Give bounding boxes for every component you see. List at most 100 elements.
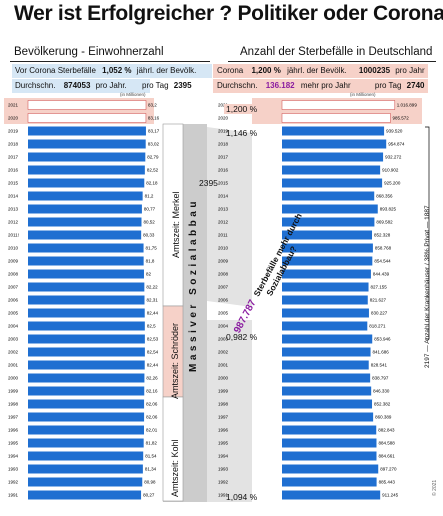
left-value-label: 82,22 [146, 285, 158, 290]
left-value-label: 82,5 [147, 324, 156, 329]
side-bracket [425, 126, 430, 340]
left-bar [28, 191, 143, 201]
right-row2-mid: mehr pro Jahr [300, 81, 351, 90]
left-bar [28, 334, 145, 344]
left-value-label: 82,44 [147, 311, 159, 316]
right-row1-value: 1,200 % [251, 66, 281, 75]
kohl-label: Amtszeit: Kohl [170, 439, 180, 497]
left-unit-note: (in Millionen) [120, 92, 146, 97]
sozialabbau-label: Massiver Sozialabbau [188, 198, 199, 372]
right-year-label: 2010 [218, 246, 229, 251]
left-row1-label: Vor Corona Sterbefälle [15, 66, 96, 75]
right-bar [282, 321, 368, 331]
right-value-label: 939.520 [386, 129, 403, 134]
right-value-label: 869.582 [376, 220, 393, 225]
left-year-label: 1992 [8, 480, 19, 485]
right-bar [282, 386, 372, 396]
right-bar [282, 438, 377, 448]
left-value-label: 81,2 [145, 194, 154, 199]
right-value-label: 858.768 [375, 246, 392, 251]
left-year-label: 1993 [8, 467, 19, 472]
left-bar [28, 295, 145, 305]
schroeder-label: Amtszeit: Schröder [170, 322, 180, 399]
left-row2-value: 874053 [63, 81, 91, 90]
right-value-label: 897.270 [380, 467, 397, 472]
left-value-label: 82,79 [147, 155, 159, 160]
right-bar [282, 126, 385, 136]
left-year-label: 2013 [8, 207, 19, 212]
left-value-label: 82 [146, 272, 152, 277]
left-year-label: 2000 [8, 376, 19, 381]
right-year-label: 2004 [218, 324, 229, 329]
left-bar [28, 373, 145, 383]
right-year-label: 2018 [218, 142, 229, 147]
right-info-row1: Corona 1,200 % jährl. der Bevölk. 100023… [213, 64, 428, 78]
right-value-label: 844.439 [373, 272, 390, 277]
side-note: 2197 — Anzahl der Krankenhäuser / 38% Pr… [424, 205, 431, 368]
left-value-label: 81,34 [145, 467, 157, 472]
pct-2019: 1,146 % [226, 128, 258, 138]
left-bar [27, 100, 147, 110]
right-year-label: 2005 [218, 311, 229, 316]
left-year-label: 1998 [8, 402, 19, 407]
left-bar [28, 490, 142, 500]
left-info-day: pro Tag 2395 [142, 79, 192, 93]
left-bar [28, 230, 142, 240]
left-bar [28, 425, 144, 435]
right-bar [282, 243, 373, 253]
left-bar [28, 152, 146, 162]
right-year-label: 2012 [218, 220, 229, 225]
left-year-label: 2021 [8, 103, 19, 108]
right-day-value: 2740 [406, 81, 425, 90]
left-value-label: 80,52 [143, 220, 155, 225]
left-row1-value: 1,052 % [102, 66, 132, 75]
left-bar [28, 256, 144, 266]
right-year-label: 2021 [218, 103, 229, 108]
right-value-label: 911.245 [382, 493, 398, 498]
left-year-label: 1999 [8, 389, 19, 394]
left-bar [27, 113, 147, 123]
left-day-label: pro Tag [142, 81, 169, 90]
right-value-label: 846.330 [373, 389, 390, 394]
left-value-label: 82,26 [146, 376, 158, 381]
left-bar [28, 308, 145, 318]
right-bar [282, 373, 371, 383]
left-year-label: 2016 [8, 168, 19, 173]
left-bars-group: 2021 83,2 2020 83,16 2019 83,17 2018 83,02 2017 8… [8, 100, 160, 500]
left-year-label: 2012 [8, 220, 19, 225]
right-year-label: 2002 [218, 350, 229, 355]
right-bar [282, 178, 383, 188]
pct-2005: 0,982 % [226, 332, 258, 342]
right-year-label: 1995 [218, 441, 229, 446]
right-bar [282, 204, 378, 214]
right-row1-suffix: pro Jahr [395, 66, 425, 75]
left-year-label: 1996 [8, 428, 19, 433]
right-year-label: 2003 [218, 337, 229, 342]
right-value-label: 1.016.899 [397, 103, 418, 108]
left-bar [28, 217, 142, 227]
left-year-label: 2006 [8, 298, 19, 303]
right-value-label: 985.572 [392, 116, 409, 121]
left-value-label: 82,01 [146, 428, 158, 433]
left-value-label: 83,17 [148, 129, 160, 134]
right-year-label: 2019 [218, 129, 229, 134]
right-year-label: 1997 [218, 415, 229, 420]
right-year-label: 2001 [218, 363, 229, 368]
left-row1-suffix: jährl. der Bevölk. [136, 66, 197, 75]
right-year-label: 2007 [218, 285, 229, 290]
left-bar [28, 282, 145, 292]
middle-per-day: 2395 [199, 178, 218, 188]
left-bar [28, 139, 146, 149]
right-bar [282, 412, 374, 422]
right-year-label: 2013 [218, 207, 229, 212]
right-bar [282, 334, 373, 344]
left-day-value: 2395 [173, 81, 192, 90]
left-year-label: 1991 [8, 493, 19, 498]
left-value-label: 82,16 [146, 389, 158, 394]
right-bar [282, 256, 373, 266]
left-value-label: 82,52 [147, 168, 159, 173]
right-value-label: 882.843 [378, 428, 395, 433]
right-value-label: 827.155 [371, 285, 388, 290]
left-year-label: 1995 [8, 441, 19, 446]
left-year-label: 2018 [8, 142, 19, 147]
